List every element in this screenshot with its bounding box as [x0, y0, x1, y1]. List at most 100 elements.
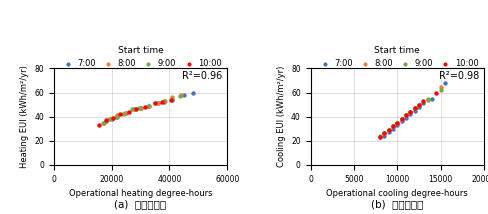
Point [151, 102, 159, 105]
Point [423, 98, 431, 101]
Point [397, 120, 405, 123]
Point [410, 107, 418, 110]
Point [406, 110, 413, 113]
Point [427, 97, 435, 100]
Point [168, 97, 176, 100]
Point [388, 125, 396, 128]
Point [106, 117, 114, 121]
Point [393, 121, 401, 124]
Text: R²=0.98: R²=0.98 [438, 71, 478, 81]
Point [397, 117, 405, 121]
Point [384, 128, 392, 132]
Point [380, 134, 387, 138]
X-axis label: Operational heating degree-hours: Operational heating degree-hours [69, 189, 212, 198]
Point [113, 115, 121, 118]
Text: R²=0.96: R²=0.96 [182, 71, 222, 81]
Point [388, 125, 396, 128]
Point [384, 128, 392, 132]
Point [397, 117, 405, 121]
Point [119, 113, 127, 116]
Point [375, 135, 383, 139]
Point [113, 114, 121, 117]
Point [410, 107, 418, 110]
Point [107, 117, 115, 121]
Point [393, 121, 401, 124]
Point [410, 107, 418, 110]
Point [160, 99, 167, 103]
Point [406, 113, 413, 116]
Point [161, 99, 169, 103]
Point [143, 104, 151, 107]
Point [406, 110, 413, 113]
Point [384, 128, 392, 132]
Point [180, 93, 187, 97]
Point [401, 114, 409, 117]
Point [145, 104, 153, 107]
Point [102, 120, 109, 123]
Point [375, 135, 383, 139]
Point [375, 134, 383, 138]
Point [423, 97, 431, 100]
Text: (a)  난방에너지: (a) 난방에너지 [114, 199, 166, 210]
Point [158, 101, 166, 104]
Y-axis label: Cooling EUI (kWh/m²/yr): Cooling EUI (kWh/m²/yr) [276, 66, 285, 167]
Point [136, 107, 144, 110]
Point [154, 102, 162, 105]
Point [102, 119, 109, 122]
Point [95, 123, 102, 127]
Point [414, 103, 422, 106]
Point [121, 111, 128, 115]
Point [177, 93, 184, 97]
Point [388, 127, 396, 130]
Point [129, 108, 137, 111]
Point [414, 105, 422, 109]
Text: (b)  냉방에너지: (b) 냉방에너지 [370, 199, 423, 210]
Point [393, 121, 401, 124]
Point [135, 107, 142, 110]
Point [125, 110, 133, 113]
Point [154, 102, 162, 105]
X-axis label: Operational cooling degree-hours: Operational cooling degree-hours [326, 189, 468, 198]
Point [401, 116, 409, 120]
Y-axis label: Heating EUI (kWh/m²/yr): Heating EUI (kWh/m²/yr) [20, 65, 29, 168]
Point [188, 91, 196, 94]
Point [128, 108, 136, 111]
Point [384, 131, 392, 134]
Point [406, 110, 413, 113]
Point [160, 101, 167, 104]
Point [388, 125, 396, 128]
Point [122, 111, 130, 115]
Point [168, 96, 176, 99]
Point [145, 104, 153, 107]
Point [419, 99, 427, 103]
Point [116, 113, 124, 116]
Point [100, 121, 108, 124]
Point [397, 117, 405, 121]
Point [380, 132, 387, 135]
Point [104, 117, 112, 121]
Point [131, 108, 139, 111]
Point [109, 116, 117, 120]
Point [401, 114, 409, 117]
Point [99, 121, 107, 124]
Point [167, 98, 175, 101]
Point [141, 105, 148, 109]
Point [414, 103, 422, 106]
Point [151, 102, 159, 105]
Point [419, 102, 427, 105]
Point [436, 88, 444, 92]
Point [393, 123, 401, 127]
Point [401, 114, 409, 117]
Point [431, 91, 439, 94]
Point [414, 103, 422, 106]
Point [132, 108, 140, 111]
Point [410, 109, 418, 112]
Point [380, 132, 387, 135]
Legend: 7:00, 8:00, 9:00, 10:00: 7:00, 8:00, 9:00, 10:00 [60, 46, 221, 68]
Point [436, 85, 444, 88]
Point [112, 115, 120, 118]
Legend: 7:00, 8:00, 9:00, 10:00: 7:00, 8:00, 9:00, 10:00 [316, 46, 477, 68]
Point [136, 107, 144, 110]
Point [440, 81, 448, 85]
Point [380, 132, 387, 135]
